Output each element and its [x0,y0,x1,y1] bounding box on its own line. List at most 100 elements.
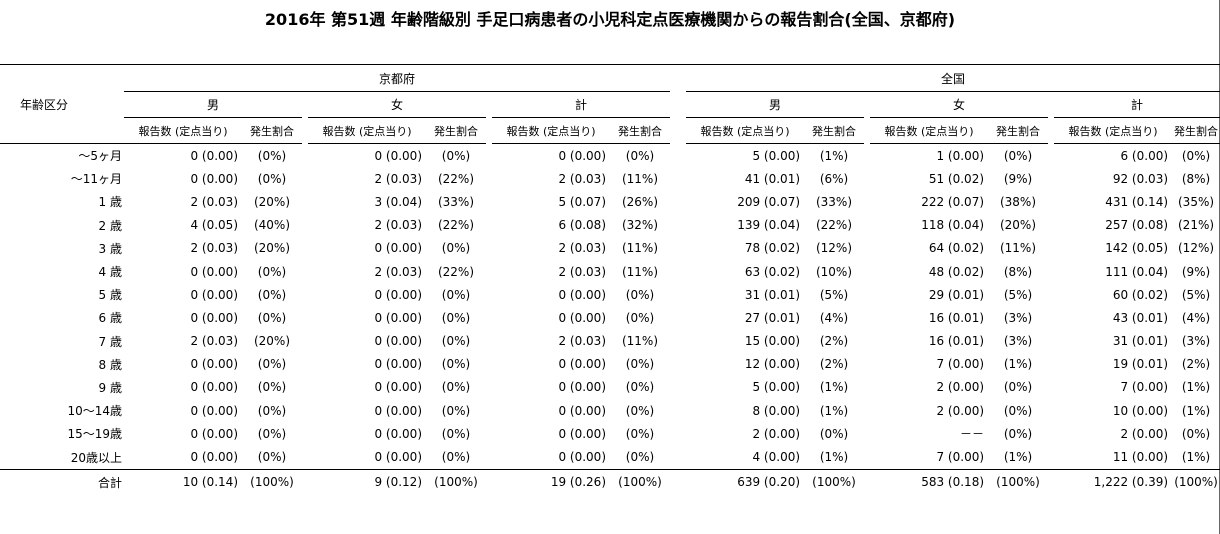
count-cell: 5 (0.00) [752,380,801,395]
rate-cell: (1%) [819,403,849,418]
gap [670,260,686,283]
count-cell: 0 (0.00) [374,450,422,465]
count-cell: 0 (0.00) [190,310,238,325]
rate-cell: (22%) [437,218,475,233]
count-cell: 1,222 (0.39) [1054,468,1173,495]
age-cell: 7 歳 [98,334,122,349]
rate-cell: (0%) [1181,426,1211,441]
region-national-header: 全国 [686,64,1220,92]
count-cell: 0 (0.00) [190,287,238,302]
count-cell: 142 (0.05) [1105,241,1169,256]
table-row: 4 歳 0 (0.00) (0%) 2 (0.03) (22%) 2 (0.03) (11%… [0,260,1220,283]
rate-cell: (0%) [257,148,287,163]
gap [670,445,686,469]
count-cell: 63 (0.02) [744,264,801,279]
table-row: 8 歳 0 (0.00) (0%) 0 (0.00) (0%) 0 (0.00) (0%) 1… [0,353,1220,376]
rate-cell: (0%) [441,310,471,325]
count-cell: －－ [960,427,985,442]
count-cell: 0 (0.00) [374,287,422,302]
count-cell: 0 (0.00) [190,264,238,279]
count-cell: 29 (0.01) [928,287,985,302]
count-cell: 2 (0.03) [190,194,238,209]
rate-cell: (0%) [819,426,849,441]
national-male-header: 男 [686,91,865,118]
count-cell: 48 (0.02) [928,264,985,279]
count-col-header: 報告数 (定点当り) [686,117,805,144]
rate-cell: (100%) [426,468,486,495]
table-row: 5 歳 0 (0.00) (0%) 0 (0.00) (0%) 0 (0.00) (0%) 3… [0,283,1220,306]
count-cell: 19 (0.01) [1112,357,1169,372]
rate-cell: (22%) [437,171,475,186]
count-cell: 0 (0.00) [190,380,238,395]
gap [670,330,686,353]
count-cell: 7 (0.00) [936,450,985,465]
age-cell: 8 歳 [98,357,122,372]
table-row: 20歳以上 0 (0.00) (0%) 0 (0.00) (0%) 0 (0.00) (0%… [0,445,1220,469]
rate-cell: (6%) [819,171,849,186]
count-cell: 2 (0.03) [374,218,422,233]
rate-cell: (0%) [441,287,471,302]
rate-cell: (11%) [999,241,1037,256]
count-cell: 41 (0.01) [744,171,801,186]
gap [670,468,687,495]
rate-col-header: 発生割合 [988,117,1049,144]
count-cell: 0 (0.00) [374,334,422,349]
rate-cell: (5%) [1181,287,1211,302]
count-cell: 639 (0.20) [686,468,805,495]
rate-cell: (11%) [621,171,659,186]
rate-cell: (22%) [815,218,853,233]
count-cell: 2 (0.03) [190,334,238,349]
count-cell: 4 (0.05) [190,218,238,233]
rate-cell: (0%) [625,148,655,163]
rate-cell: (2%) [819,334,849,349]
rate-cell: (5%) [1003,287,1033,302]
gap [670,214,686,237]
rate-cell: (2%) [1181,357,1211,372]
rate-cell: (0%) [441,450,471,465]
count-cell: 431 (0.14) [1105,194,1169,209]
count-cell: 4 (0.00) [752,450,801,465]
count-cell: 2 (0.00) [1120,426,1169,441]
gap [670,283,686,306]
rate-cell: (0%) [625,287,655,302]
gap [670,353,686,376]
rate-cell: (0%) [625,426,655,441]
rate-cell: (11%) [621,334,659,349]
gap [670,237,686,260]
count-cell: 2 (0.03) [558,264,606,279]
rate-cell: (0%) [257,380,287,395]
rate-cell: (10%) [815,264,853,279]
table-row: 15～19歳 0 (0.00) (0%) 0 (0.00) (0%) 0 (0.00) (0… [0,422,1220,445]
count-cell: 0 (0.00) [558,310,606,325]
count-cell: 111 (0.04) [1105,264,1169,279]
count-cell: 2 (0.03) [558,171,606,186]
region-gap [670,64,687,92]
region-kyoto-header: 京都府 [124,64,671,92]
gap [670,190,686,213]
rate-cell: (9%) [1181,264,1211,279]
gap [864,468,871,495]
rate-cell: (32%) [621,218,659,233]
count-cell: 0 (0.00) [558,426,606,441]
count-cell: 2 (0.03) [558,241,606,256]
rate-cell: (20%) [999,218,1037,233]
count-col-header: 報告数 (定点当り) [308,117,426,144]
rate-cell: (8%) [1181,171,1211,186]
count-cell: 16 (0.01) [928,310,985,325]
rate-col-header: 発生割合 [426,117,486,144]
rate-cell: (1%) [1181,380,1211,395]
rate-cell: (26%) [621,194,659,209]
count-cell: 31 (0.01) [744,287,801,302]
age-cell: 合計 [0,468,124,495]
count-col-header: 報告数 (定点当り) [870,117,989,144]
age-cell: 10～14歳 [67,404,122,419]
rate-cell: (2%) [819,357,849,372]
count-cell: 118 (0.04) [921,218,985,233]
rate-col-header: 発生割合 [1172,117,1220,144]
rate-cell: (33%) [437,194,475,209]
rate-cell: (0%) [625,380,655,395]
count-cell: 7 (0.00) [1120,380,1169,395]
total-row: 合計 10 (0.14) (100%) 9 (0.12) (100%) 19 (0.26)… [0,468,1220,495]
count-cell: 0 (0.00) [558,148,606,163]
count-cell: 0 (0.00) [558,403,606,418]
